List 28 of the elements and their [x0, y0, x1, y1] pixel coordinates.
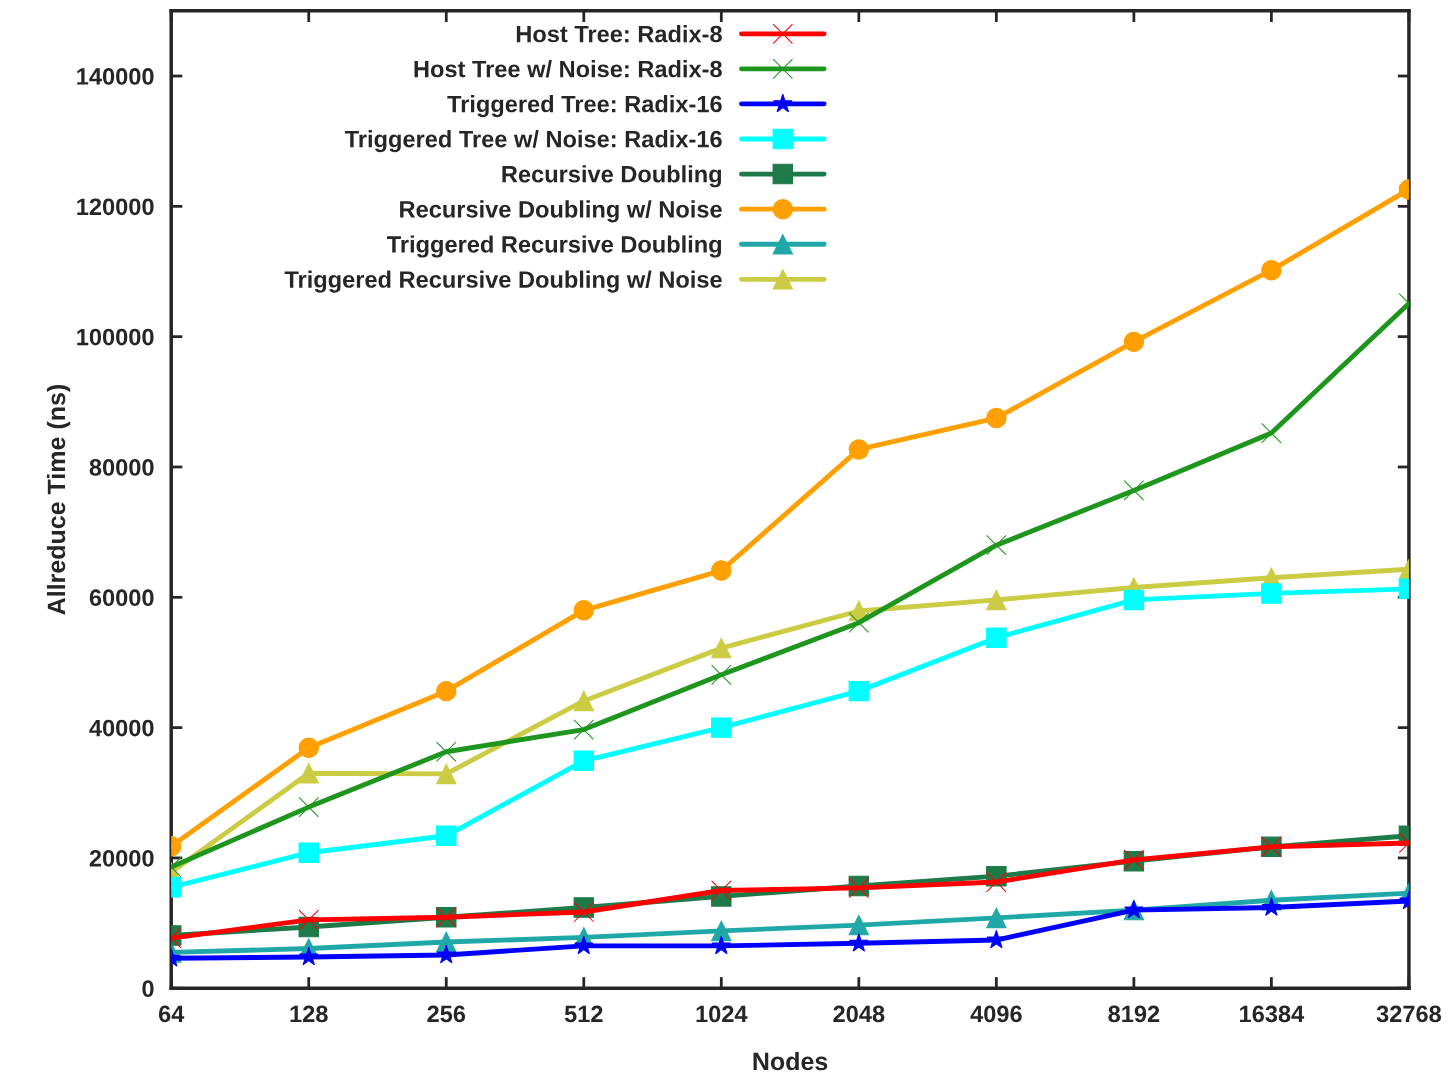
y-tick-label: 100000 [77, 328, 154, 346]
y-tick-label: 40000 [89, 719, 154, 737]
legend-label: Triggered Recursive Doubling [387, 235, 722, 258]
y-tick-label: 60000 [89, 589, 154, 607]
legend-label: Recursive Doubling w/ Noise [400, 200, 722, 223]
x-tick-label: 1024 [696, 1005, 748, 1023]
y-tick-label: 20000 [89, 850, 154, 867]
x-tick-label: 4096 [970, 1005, 1022, 1023]
legend-label: Recursive Doubling [502, 165, 722, 188]
y-tick-label: 0 [142, 980, 154, 998]
legend-label: Host Tree: Radix-8 [516, 25, 722, 43]
legend-label: Triggered Tree: Radix-16 [447, 95, 722, 118]
x-tick-label: 128 [290, 1005, 328, 1023]
x-tick-label: 256 [427, 1005, 466, 1023]
x-tick-label: 8192 [1108, 1005, 1160, 1023]
x-tick-label: 64 [158, 1005, 185, 1023]
y-tick-label: 140000 [77, 68, 154, 85]
x-tick-label: 32768 [1376, 1005, 1442, 1023]
x-tick-label: 16384 [1240, 1005, 1305, 1023]
legend-label: Host Tree w/ Noise: Radix-8 [414, 60, 722, 78]
x-tick-label: 512 [564, 1005, 603, 1023]
y-tick-label: 80000 [89, 459, 154, 476]
y-tick-label: 120000 [77, 198, 154, 216]
x-tick-label: 2048 [833, 1005, 885, 1023]
y-axis-title: Allreduce Time (ns) [46, 385, 71, 615]
legend-label: Triggered Tree w/ Noise: Radix-16 [344, 130, 722, 153]
x-axis-title: Nodes [753, 1051, 828, 1071]
legend-label: Triggered Recursive Doubling w/ Noise [284, 270, 722, 293]
